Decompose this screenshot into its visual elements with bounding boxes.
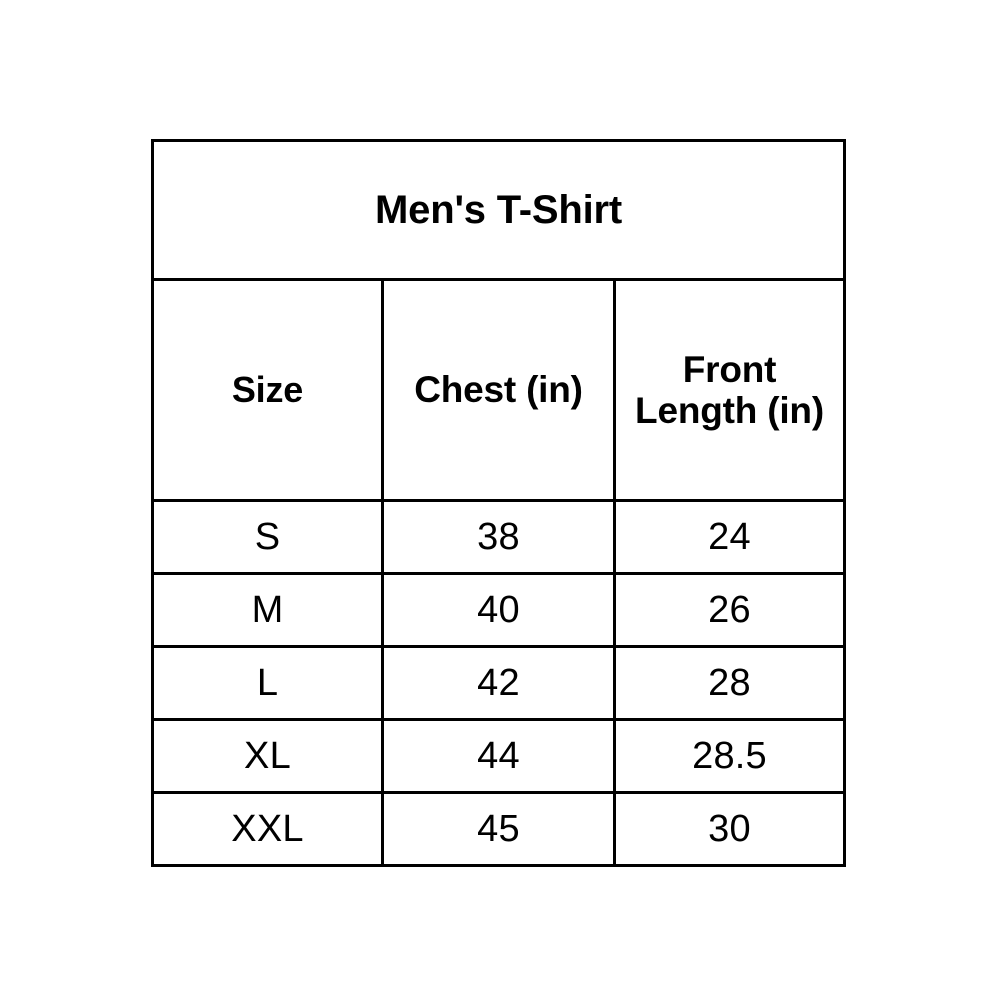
table-header-row: Size Chest (in) Front Length (in) (151, 278, 847, 502)
column-header-front-length: Front Length (in) (612, 278, 847, 502)
cell-chest: 40 (381, 572, 616, 648)
table-row: XL 44 28.5 (151, 718, 847, 794)
cell-size: S (151, 499, 384, 575)
cell-front-length: 28 (612, 645, 847, 721)
table-row: L 42 28 (151, 645, 847, 721)
table-title-row: Men's T-Shirt (150, 139, 847, 281)
cell-chest: 42 (381, 645, 616, 721)
cell-size: XXL (151, 791, 384, 867)
cell-front-length: 26 (612, 572, 847, 648)
table-row: XXL 45 30 (151, 791, 847, 867)
cell-front-length: 30 (612, 791, 847, 867)
cell-chest: 38 (381, 499, 616, 575)
cell-size: M (151, 572, 384, 648)
cell-chest: 44 (381, 718, 616, 794)
cell-front-length: 28.5 (612, 718, 847, 794)
cell-chest: 45 (381, 791, 616, 867)
cell-front-length: 24 (612, 499, 847, 575)
column-header-size: Size (151, 278, 384, 502)
table-title: Men's T-Shirt (150, 139, 847, 281)
table-row: M 40 26 (151, 572, 847, 648)
size-chart-table: Men's T-Shirt Size Chest (in) Front Leng… (150, 139, 847, 867)
cell-size: XL (151, 718, 384, 794)
table-row: S 38 24 (151, 499, 847, 575)
cell-size: L (151, 645, 384, 721)
column-header-chest: Chest (in) (381, 278, 616, 502)
